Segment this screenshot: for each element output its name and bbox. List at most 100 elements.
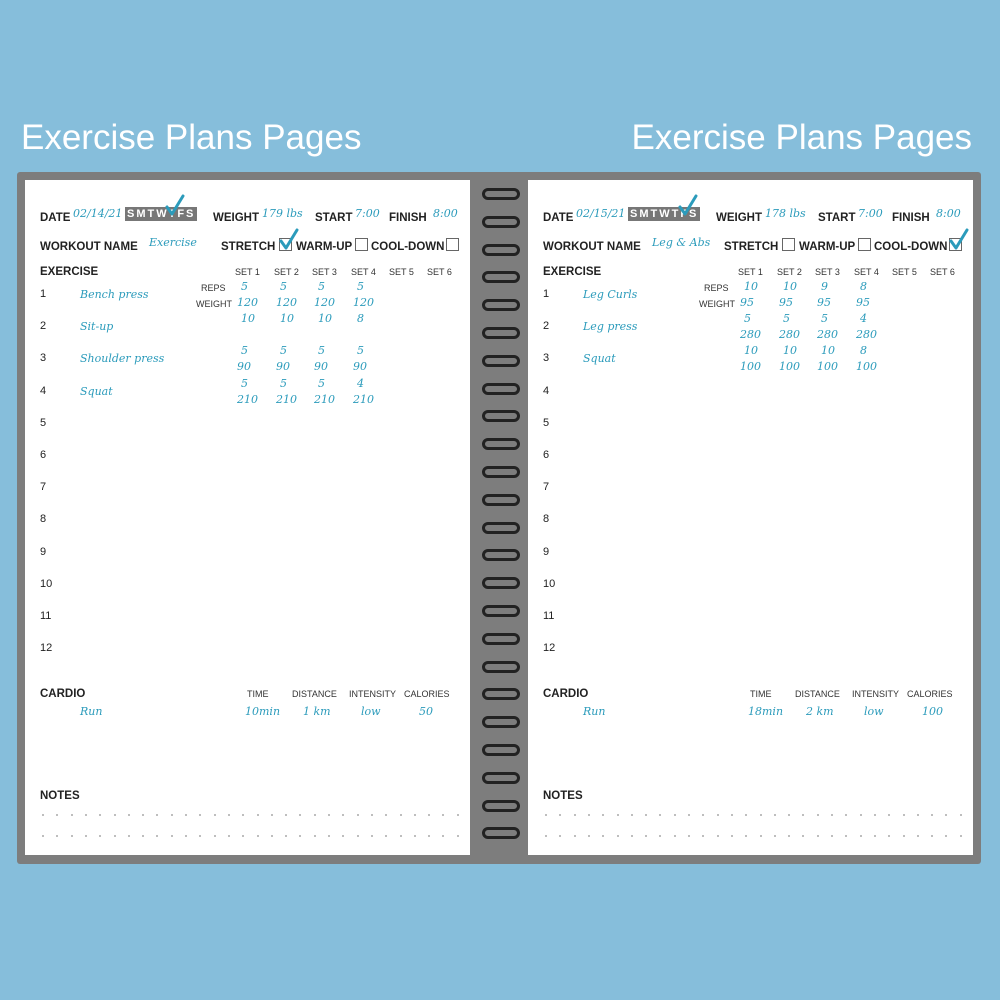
cooldown-label: COOL-DOWN bbox=[371, 241, 445, 253]
reps-value[interactable]: 5 bbox=[357, 344, 364, 358]
spiral-binding bbox=[478, 180, 522, 855]
reps-value[interactable]: 10 bbox=[783, 344, 797, 358]
weight-value[interactable]: 210 bbox=[276, 392, 297, 406]
workout-name-value[interactable]: Leg & Abs bbox=[652, 236, 711, 249]
exercise-name[interactable]: Squat bbox=[583, 352, 616, 366]
notes-dot bbox=[845, 814, 848, 816]
cardio-distance[interactable]: 1 km bbox=[303, 705, 331, 718]
exercise-name[interactable]: Squat bbox=[80, 384, 113, 398]
cardio-name[interactable]: Run bbox=[583, 705, 606, 718]
exercise-name[interactable]: Leg press bbox=[583, 320, 638, 334]
weight-value[interactable]: 100 bbox=[817, 360, 838, 374]
date-value[interactable]: 02/14/21 bbox=[73, 207, 123, 220]
weight-value[interactable]: 95 bbox=[817, 296, 831, 309]
weight-value[interactable]: 95 bbox=[779, 296, 793, 309]
warmup-checkbox[interactable] bbox=[858, 238, 871, 251]
finish-value[interactable]: 8:00 bbox=[936, 207, 961, 220]
weight-value[interactable]: 280 bbox=[817, 328, 838, 342]
reps-value[interactable]: 5 bbox=[241, 376, 248, 390]
weight-value[interactable]: 178 lbs bbox=[765, 207, 806, 220]
weight-value[interactable]: 210 bbox=[314, 392, 335, 406]
reps-value[interactable]: 5 bbox=[318, 344, 325, 358]
cardio-time[interactable]: 18min bbox=[748, 705, 784, 718]
reps-value[interactable]: 5 bbox=[357, 280, 364, 293]
reps-value[interactable]: 8 bbox=[860, 280, 867, 293]
weight-value[interactable]: 179 lbs bbox=[262, 207, 303, 220]
workout-name-label: WORKOUT NAME bbox=[40, 241, 138, 253]
reps-value[interactable]: 10 bbox=[280, 312, 294, 326]
row-number: 9 bbox=[543, 545, 550, 558]
cardio-intensity[interactable]: low bbox=[864, 705, 884, 718]
exercise-name[interactable]: Bench press bbox=[80, 288, 149, 301]
weight-value[interactable]: 280 bbox=[779, 328, 800, 342]
reps-value[interactable]: 5 bbox=[280, 344, 287, 358]
reps-value[interactable]: 10 bbox=[744, 280, 758, 293]
row-number: 4 bbox=[40, 384, 47, 397]
notes-dot bbox=[945, 814, 948, 816]
finish-value[interactable]: 8:00 bbox=[433, 207, 458, 220]
reps-value[interactable]: 10 bbox=[821, 344, 835, 358]
notes-dot bbox=[413, 814, 416, 816]
exercise-name[interactable]: Shoulder press bbox=[80, 352, 165, 366]
reps-value[interactable]: 5 bbox=[241, 280, 248, 293]
cardio-time[interactable]: 10min bbox=[245, 705, 281, 718]
row-number: 1 bbox=[543, 288, 550, 300]
workout-name-value[interactable]: Exercise bbox=[149, 236, 197, 249]
exercise-name[interactable]: Leg Curls bbox=[583, 288, 638, 301]
reps-value[interactable]: 5 bbox=[241, 344, 248, 358]
notes-dot bbox=[313, 835, 316, 837]
weight-value[interactable]: 100 bbox=[779, 360, 800, 374]
cardio-column-header: CALORIES bbox=[907, 689, 953, 699]
cardio-calories[interactable]: 100 bbox=[922, 705, 943, 718]
reps-value[interactable]: 10 bbox=[744, 344, 758, 358]
weight-value[interactable]: 120 bbox=[353, 296, 374, 309]
weight-value[interactable]: 100 bbox=[856, 360, 877, 374]
weight-value[interactable]: 90 bbox=[276, 360, 290, 374]
reps-value[interactable]: 8 bbox=[357, 312, 364, 326]
weight-value[interactable]: 280 bbox=[740, 328, 761, 342]
spiral-coil bbox=[482, 577, 520, 590]
weight-value[interactable]: 90 bbox=[353, 360, 367, 374]
set-header: SET 2 bbox=[274, 267, 299, 277]
weight-value[interactable]: 100 bbox=[740, 360, 761, 374]
reps-value[interactable]: 5 bbox=[318, 376, 325, 390]
reps-value[interactable]: 10 bbox=[783, 280, 797, 293]
reps-value[interactable]: 5 bbox=[821, 312, 828, 326]
reps-value[interactable]: 5 bbox=[280, 280, 287, 293]
reps-value[interactable]: 5 bbox=[783, 312, 790, 326]
weight-value[interactable]: 280 bbox=[856, 328, 877, 342]
stretch-checkbox[interactable] bbox=[782, 238, 795, 251]
cooldown-checkbox[interactable] bbox=[446, 238, 459, 251]
warmup-checkbox[interactable] bbox=[355, 238, 368, 251]
weight-value[interactable]: 120 bbox=[276, 296, 297, 309]
weight-value[interactable]: 120 bbox=[314, 296, 335, 309]
weight-value[interactable]: 90 bbox=[314, 360, 328, 374]
weight-value[interactable]: 95 bbox=[856, 296, 870, 309]
weight-value[interactable]: 120 bbox=[237, 296, 258, 309]
weight-value[interactable]: 210 bbox=[237, 392, 258, 406]
reps-value[interactable]: 10 bbox=[241, 312, 255, 326]
start-value[interactable]: 7:00 bbox=[355, 207, 380, 220]
weight-value[interactable]: 90 bbox=[237, 360, 251, 374]
reps-value[interactable]: 4 bbox=[860, 312, 867, 326]
cardio-name[interactable]: Run bbox=[80, 705, 103, 718]
reps-value[interactable]: 5 bbox=[280, 376, 287, 390]
reps-value[interactable]: 5 bbox=[318, 280, 325, 293]
reps-value[interactable]: 10 bbox=[318, 312, 332, 326]
exercise-name[interactable]: Sit-up bbox=[80, 320, 114, 334]
reps-value[interactable]: 4 bbox=[357, 376, 364, 390]
row-number: 8 bbox=[543, 513, 550, 526]
cardio-intensity[interactable]: low bbox=[361, 705, 381, 718]
notes-dot bbox=[170, 814, 173, 816]
cardio-calories[interactable]: 50 bbox=[419, 705, 433, 718]
notes-dot bbox=[859, 835, 862, 837]
date-value[interactable]: 02/15/21 bbox=[576, 207, 626, 220]
start-value[interactable]: 7:00 bbox=[858, 207, 883, 220]
weight-value[interactable]: 210 bbox=[353, 392, 374, 406]
weight-value[interactable]: 95 bbox=[740, 296, 754, 309]
reps-value[interactable]: 5 bbox=[744, 312, 751, 326]
reps-value[interactable]: 9 bbox=[821, 280, 828, 293]
cardio-distance[interactable]: 2 km bbox=[806, 705, 834, 718]
reps-value[interactable]: 8 bbox=[860, 344, 867, 358]
notes-dot bbox=[99, 835, 102, 837]
